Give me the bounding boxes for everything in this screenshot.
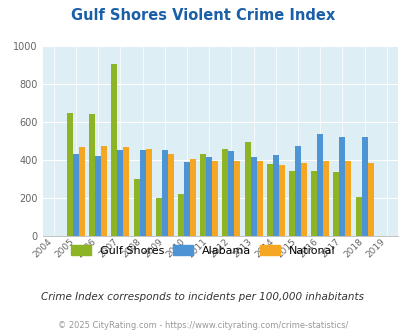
Bar xyxy=(310,171,316,236)
Text: © 2025 CityRating.com - https://www.cityrating.com/crime-statistics/: © 2025 CityRating.com - https://www.city… xyxy=(58,321,347,330)
Bar xyxy=(355,197,361,236)
Text: Gulf Shores Violent Crime Index: Gulf Shores Violent Crime Index xyxy=(71,8,334,23)
Bar xyxy=(367,163,373,236)
Bar xyxy=(288,171,294,236)
Bar xyxy=(177,194,183,236)
Bar xyxy=(206,157,212,236)
Bar xyxy=(322,161,328,236)
Bar xyxy=(278,165,284,236)
Bar xyxy=(183,162,190,236)
Bar xyxy=(266,164,272,236)
Bar xyxy=(167,154,173,236)
Bar xyxy=(234,161,240,236)
Bar xyxy=(145,149,151,236)
Bar xyxy=(294,147,300,236)
Bar xyxy=(95,156,101,236)
Bar xyxy=(133,179,139,236)
Bar xyxy=(272,155,278,236)
Bar xyxy=(190,159,196,236)
Bar xyxy=(156,198,161,236)
Bar xyxy=(250,157,256,236)
Bar xyxy=(222,148,228,236)
Bar xyxy=(316,134,322,236)
Bar xyxy=(117,150,123,236)
Bar xyxy=(333,172,339,236)
Bar xyxy=(200,154,206,236)
Bar xyxy=(345,161,350,236)
Bar xyxy=(300,163,306,236)
Bar xyxy=(361,137,367,236)
Bar xyxy=(67,113,73,236)
Bar xyxy=(161,150,167,236)
Bar xyxy=(123,147,129,236)
Bar xyxy=(101,146,107,236)
Bar xyxy=(89,114,95,236)
Legend: Gulf Shores, Alabama, National: Gulf Shores, Alabama, National xyxy=(66,241,339,260)
Bar xyxy=(228,150,234,236)
Bar xyxy=(79,147,85,236)
Text: Crime Index corresponds to incidents per 100,000 inhabitants: Crime Index corresponds to incidents per… xyxy=(41,292,364,302)
Bar xyxy=(139,150,145,236)
Bar xyxy=(244,142,250,236)
Bar xyxy=(339,137,345,236)
Bar xyxy=(212,161,217,236)
Bar xyxy=(73,154,79,236)
Bar xyxy=(256,161,262,236)
Bar xyxy=(111,64,117,236)
